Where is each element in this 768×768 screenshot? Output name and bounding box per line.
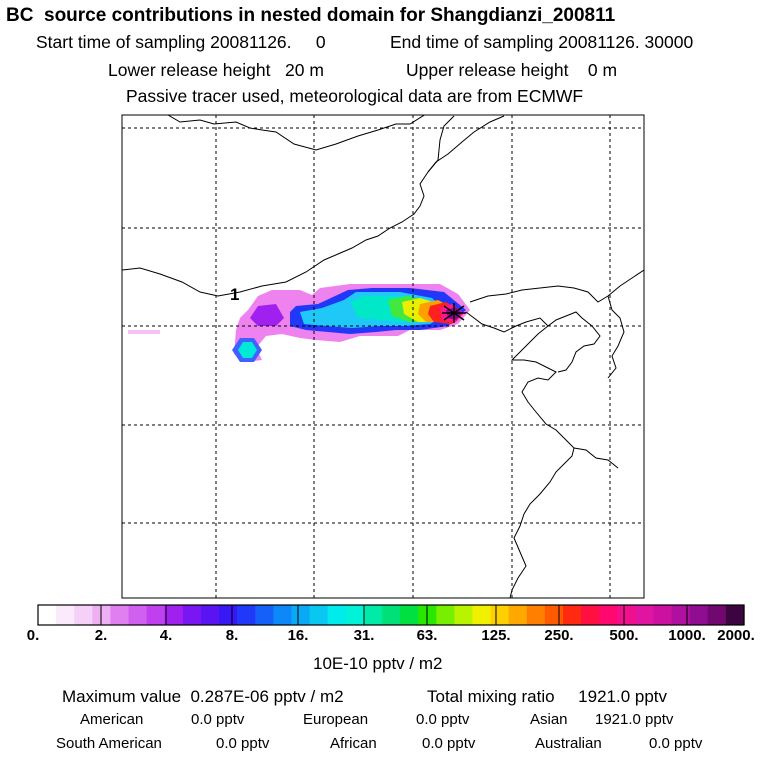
colorbar-swatch: [219, 605, 238, 625]
colorbar-swatch: [146, 605, 166, 625]
region-european-label: European: [303, 711, 369, 728]
colorbar-swatch: [273, 605, 293, 625]
region-australian-value: 0.0 pptv: [649, 735, 703, 752]
colorbar-swatch: [490, 605, 510, 625]
colorbar-swatch: [92, 605, 112, 625]
colorbar-swatch: [164, 605, 184, 625]
receptor-star-icon: [442, 303, 466, 323]
colorbar-swatch: [74, 605, 93, 625]
colorbar-frame: [37, 604, 745, 626]
colorbar-swatch: [381, 605, 401, 625]
colorbar-swatch: [200, 605, 220, 625]
northern-border-line: [167, 115, 426, 151]
colorbar-tick-31: 31.: [353, 627, 375, 644]
upper-release-height: Upper release height 0 m: [406, 60, 618, 80]
colorbar-swatch: [237, 605, 256, 625]
colorbar-swatch: [291, 605, 311, 625]
korea-border-line: [469, 269, 644, 303]
colorbar-swatch: [327, 605, 347, 625]
colorbar-swatch: [725, 605, 745, 625]
sampling-end-time: End time of sampling 20081126. 30000: [390, 32, 694, 52]
colorbar-tick-500: 500.: [609, 627, 639, 644]
colorbar-swatch: [400, 605, 419, 625]
colorbar-tick-250: 250.: [544, 627, 574, 644]
bohai-coastline: [465, 311, 575, 598]
colorbar-swatch: [38, 605, 57, 625]
colorbar-swatch: [56, 605, 75, 625]
colorbar-swatch: [617, 605, 636, 625]
plume-outer-halo: [128, 330, 160, 334]
colorbar-swatch: [182, 605, 202, 625]
colorbar-dividers: [100, 605, 688, 625]
peninsula-coastline: [547, 311, 601, 373]
region-american-label: American: [80, 711, 144, 728]
colorbar-swatch: [110, 605, 130, 625]
total-mixing-ratio: Total mixing ratio 1921.0 pptv: [427, 687, 668, 706]
colorbar-swatch: [128, 605, 148, 625]
colorbar-swatch: [599, 605, 618, 625]
colorbar-tick-4: 4.: [159, 627, 173, 644]
colorbar-tick-2000: 2000.: [717, 627, 755, 644]
yellow-sea-coastline: [573, 447, 619, 469]
plume-violet-region: [250, 304, 284, 326]
region-african-value: 0.0 pptv: [422, 735, 476, 752]
colorbar-tick-16: 16.: [287, 627, 309, 644]
colorbar-swatch: [345, 605, 365, 625]
region-asian-value: 1921.0 pptv: [595, 711, 674, 728]
colorbar-swatch: [508, 605, 528, 625]
region-asian-label: Asian: [530, 711, 568, 728]
colorbar-swatch: [255, 605, 274, 625]
plume-field: [128, 284, 470, 362]
colorbar-swatch: [581, 605, 600, 625]
colorbar-tick-2: 2.: [94, 627, 108, 644]
colorbar-swatch: [671, 605, 691, 625]
colorbar-tick-0: 0.: [26, 627, 40, 644]
region-american-value: 0.0 pptv: [191, 711, 245, 728]
colorbar-swatch: [436, 605, 455, 625]
region-south-american-value: 0.0 pptv: [216, 735, 270, 752]
tracer-info: Passive tracer used, meteorological data…: [126, 86, 584, 106]
korean-peninsula-coastline: [607, 295, 625, 379]
region-european-value: 0.0 pptv: [416, 711, 470, 728]
colorbar-swatch: [653, 605, 673, 625]
region-african-label: African: [330, 735, 377, 752]
region-south-american-label: South American: [56, 735, 162, 752]
receptor-label: 1: [230, 285, 239, 304]
colorbar-swatches: [38, 605, 745, 625]
plume-west-blob-inner: [238, 342, 257, 358]
map-frame: [121, 114, 645, 599]
colorbar-swatch: [363, 605, 383, 625]
lat-lon-grid: [122, 115, 644, 598]
maximum-value: Maximum value 0.287E-06 pptv / m2: [62, 687, 344, 706]
colorbar-tick-63: 63.: [416, 627, 438, 644]
lower-release-height: Lower release height 20 m: [108, 60, 324, 80]
colorbar-swatch: [544, 605, 564, 625]
colorbar-swatch: [707, 605, 727, 625]
colorbar-swatch: [689, 605, 709, 625]
russia-border-line: [427, 115, 455, 173]
colorbar-swatch: [526, 605, 546, 625]
colorbar-swatch: [454, 605, 474, 625]
colorbar-tick-125: 125.: [481, 627, 511, 644]
colorbar-tick-1000: 1000.: [668, 627, 706, 644]
sampling-start-time: Start time of sampling 20081126. 0: [36, 32, 326, 52]
mongolia-border-line: [122, 115, 505, 297]
colorbar-swatch: [635, 605, 655, 625]
colorbar-swatch: [472, 605, 492, 625]
plot-title: BC source contributions in nested domain…: [6, 5, 616, 26]
colorbar-swatch: [309, 605, 329, 625]
colorbar-tick-8: 8.: [225, 627, 239, 644]
region-australian-label: Australian: [535, 735, 602, 752]
coastlines: [122, 115, 644, 598]
colorbar-unit: 10E-10 pptv / m2: [313, 654, 443, 673]
colorbar-swatch: [562, 605, 582, 625]
